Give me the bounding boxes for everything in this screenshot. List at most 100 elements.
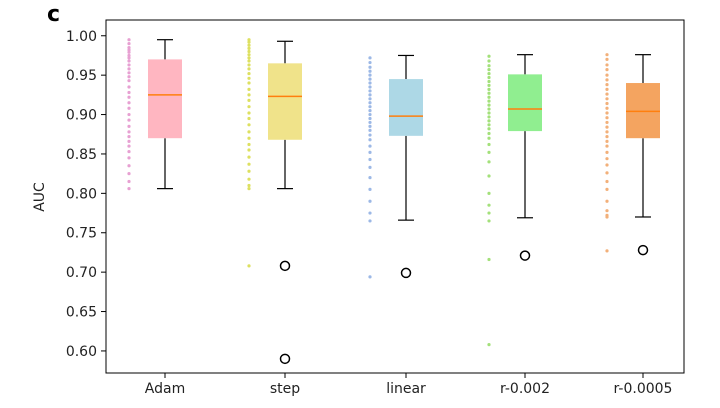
data-point [605,101,609,106]
data-point [487,115,491,119]
data-point [247,93,251,97]
data-point [487,174,491,178]
data-point [487,343,491,347]
box [148,59,182,139]
data-point [605,130,609,134]
data-point [368,69,372,73]
data-point [487,203,491,207]
data-point [368,211,372,215]
data-point [247,81,251,85]
data-point [605,111,609,115]
data-point [247,177,251,181]
series-adam [127,38,182,191]
data-point [605,125,609,129]
data-point [247,49,251,54]
plot-area [105,19,685,374]
data-point [487,111,491,115]
data-point [247,130,251,134]
data-point [487,99,491,103]
outlier-marker [519,250,531,261]
data-point [127,85,131,89]
data-point [487,59,491,63]
data-point [127,187,131,191]
data-point [368,165,372,169]
data-point [127,63,131,67]
x-tick-label: linear [386,381,426,397]
data-point [605,187,609,192]
data-point [487,64,491,68]
data-point [127,179,131,184]
data-point [127,90,131,95]
data-point [487,68,491,72]
data-point [127,38,131,42]
y-tick-label: 0.80 [66,186,97,202]
data-point [368,175,372,180]
data-point [247,187,251,191]
data-point [487,160,491,164]
data-point [127,139,131,143]
data-point [487,103,491,107]
outlier-marker [279,260,291,272]
data-point [487,87,491,91]
data-point [487,211,491,215]
data-point [368,144,372,148]
data-point [127,71,131,75]
series-step [247,38,302,365]
data-point [127,95,131,99]
data-point [368,85,372,89]
data-point [605,157,609,161]
data-point [605,144,609,148]
data-point [247,116,251,121]
data-point [605,139,609,143]
data-point [605,53,609,57]
x-tick-label: r-0.002 [500,381,550,397]
data-point [127,48,131,52]
data-point [368,124,372,128]
data-point [247,155,251,159]
data-point [127,156,131,160]
data-point [368,97,372,101]
data-point [368,60,372,65]
data-point [487,136,491,140]
data-point [247,148,251,152]
data-point [368,120,372,125]
outlier-marker [400,267,412,279]
data-point [127,149,131,154]
data-point [247,105,251,109]
series-layer [127,38,660,365]
data-point [127,59,131,63]
data-point [247,87,251,91]
data-point [247,56,251,60]
x-tick-label: step [270,381,300,397]
data-point [127,144,131,148]
data-point [247,71,251,76]
data-point [605,249,609,253]
data-point [127,112,131,117]
data-point [247,59,251,63]
data-point [368,133,372,137]
data-point [247,43,251,47]
data-point [605,87,609,91]
data-point [127,106,131,110]
box [626,83,660,139]
data-point [487,83,491,87]
data-point [368,187,372,192]
data-point [487,191,491,195]
y-tick-label: 0.60 [66,344,97,360]
data-point [605,83,609,87]
box [268,63,302,140]
data-point [368,81,372,85]
data-point [127,124,131,128]
x-tick-label: Adam [145,381,185,397]
data-point [487,79,491,84]
box [389,79,423,136]
y-tick-label: 0.75 [66,226,97,242]
data-point [247,67,251,71]
y-tick-label: 0.85 [66,147,97,163]
data-point [487,75,491,80]
data-point [247,38,251,42]
data-point [247,98,251,102]
panel-label: c [47,2,61,27]
data-point [127,56,131,60]
data-point [368,77,372,81]
